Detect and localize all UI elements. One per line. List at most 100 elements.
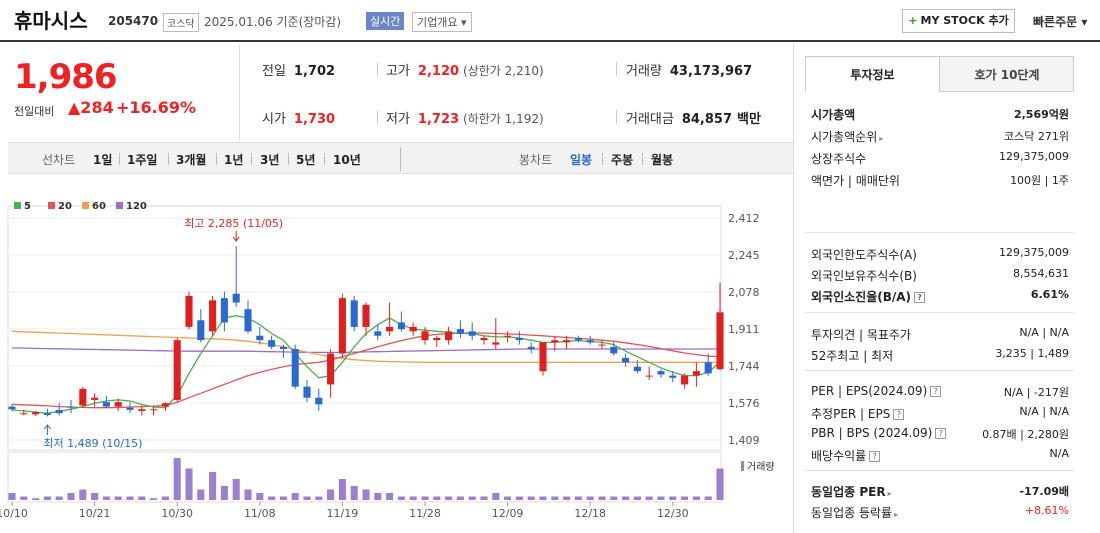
- volume-bar: [692, 496, 700, 500]
- separator: [288, 153, 289, 165]
- tab-weekly[interactable]: 주봉: [611, 153, 634, 167]
- separator: [377, 110, 378, 124]
- volume-bar: [315, 496, 323, 500]
- separator: [616, 110, 617, 124]
- info-value: 129,375,009: [999, 246, 1069, 259]
- candle-body: [268, 340, 276, 347]
- legend-swatch: [82, 202, 89, 209]
- info-list: 시가총액 2,569억원 시가총액순위 ▸ 코스닥 271위 상장주식수 129,375,0…: [805, 92, 1074, 532]
- mystock-add-button[interactable]: + MY STOCK 추가: [902, 9, 1015, 33]
- info-value: N/A | -217원: [1003, 386, 1069, 399]
- help-icon[interactable]: ?: [893, 409, 905, 420]
- stat-prev-value: 1,702: [293, 64, 336, 79]
- info-row: 시가총액순위 ▸ 코스닥 271위: [811, 128, 1069, 146]
- price-summary: 1,986 전일대비 ▲284 +16.69%: [8, 45, 240, 141]
- candle-body: [362, 304, 370, 327]
- volume-bar: [527, 496, 535, 500]
- line-chart-label: 선차트: [42, 153, 76, 167]
- volume-legend-swatch: [741, 461, 744, 471]
- tab-1w[interactable]: 1주일: [127, 153, 158, 167]
- volume-bar: [421, 496, 429, 500]
- chevron-right-icon: ▸: [887, 489, 892, 498]
- candle-body: [397, 322, 405, 330]
- info-row: 액면가 | 매매단위 100원 | 1주: [811, 172, 1069, 190]
- tab-1d[interactable]: 1일: [93, 153, 113, 167]
- volume-bar: [20, 496, 28, 500]
- stat-open-value: 1,730: [293, 112, 336, 127]
- info-row: 동일업종 등락률 ▸ +8.61%: [811, 504, 1069, 522]
- tab-3y[interactable]: 3년: [260, 153, 280, 167]
- volume-bar: [586, 496, 594, 500]
- tab-3m[interactable]: 3개월: [176, 153, 207, 167]
- info-key: 배당수익률?: [811, 447, 881, 464]
- tab-5y[interactable]: 5년: [296, 153, 316, 167]
- help-icon[interactable]: ?: [935, 428, 947, 439]
- info-key: PER | EPS(2024.09)?: [811, 384, 942, 398]
- separator: [400, 147, 401, 171]
- candle-body: [433, 337, 441, 341]
- candle-body: [386, 326, 394, 332]
- candle-body: [173, 340, 181, 400]
- stock-name: 휴마시스: [14, 9, 88, 33]
- volume-bar: [244, 489, 252, 500]
- volume-bar: [716, 468, 724, 500]
- info-value: 100원 | 1주: [1010, 174, 1069, 187]
- y-tick-label: 2,078: [728, 286, 760, 299]
- volume-bar: [79, 489, 87, 500]
- realtime-badge[interactable]: 실시간: [366, 12, 405, 30]
- volume-bar: [645, 496, 653, 500]
- info-row: 외국인보유주식수(B) 8,554,631: [811, 267, 1069, 285]
- info-key: PBR | BPS (2024.09)?: [811, 426, 947, 440]
- volume-bar: [43, 496, 51, 500]
- candle-body: [563, 340, 571, 343]
- candle-body: [492, 342, 500, 345]
- tab-10y[interactable]: 10년: [333, 153, 361, 167]
- candlestick-chart[interactable]: 2,412 2,245 2,078 1,911 1,744 1,576 1,409 5 20 60…: [0, 190, 793, 533]
- candle-body: [657, 371, 665, 375]
- info-row: 배당수익률? N/A: [811, 447, 1069, 465]
- candle-body: [456, 329, 464, 334]
- candle-body: [91, 397, 99, 400]
- info-key: 추정PER | EPS?: [811, 405, 905, 422]
- legend-swatch: [14, 202, 21, 209]
- help-icon[interactable]: ?: [914, 292, 926, 303]
- stat-high: 고가 2,120 (상한가 2,210): [386, 60, 544, 79]
- tab-monthly[interactable]: 월봉: [651, 153, 674, 167]
- volume-bar: [574, 496, 582, 500]
- help-icon[interactable]: ?: [869, 451, 881, 462]
- candle-body: [114, 402, 122, 407]
- info-key[interactable]: 시가총액순위 ▸: [811, 130, 884, 144]
- candle-body: [232, 293, 240, 303]
- candle-body: [327, 353, 335, 385]
- volume-bar: [409, 496, 417, 500]
- stat-prev-label: 전일: [262, 64, 286, 79]
- volume-bar: [8, 493, 16, 500]
- tab-daily[interactable]: 일봉: [570, 153, 593, 167]
- separator: [616, 62, 617, 76]
- info-key[interactable]: 동일업종 PER ▸: [811, 485, 892, 499]
- volume-bar: [492, 493, 500, 500]
- info-row: PER | EPS(2024.09)? N/A | -217원: [811, 384, 1069, 402]
- volume-bar: [397, 496, 405, 500]
- info-key[interactable]: 동일업종 등락률 ▸: [811, 506, 899, 520]
- info-key: 52주최고 | 최저: [811, 349, 894, 363]
- info-value: 129,375,009: [999, 150, 1069, 163]
- volume-bar: [114, 496, 122, 500]
- mystock-add-label: MY STOCK 추가: [920, 14, 1009, 27]
- candle-body: [504, 335, 512, 337]
- tab-order-book[interactable]: 호가 10단계: [974, 68, 1040, 82]
- volume-bar: [173, 458, 181, 500]
- company-overview-dropdown[interactable]: 기업개요 ▾: [412, 12, 472, 32]
- info-row: 시가총액 2,569억원: [811, 106, 1069, 124]
- volume-bar: [504, 496, 512, 500]
- quick-order-button[interactable]: 빠른주문 ▾: [1033, 15, 1088, 29]
- tab-1y[interactable]: 1년: [224, 153, 244, 167]
- stat-high-label: 고가: [386, 64, 410, 79]
- volume-bar: [669, 496, 677, 500]
- tab-investment-info[interactable]: 투자정보: [806, 57, 940, 93]
- candle-body: [350, 300, 358, 327]
- help-icon[interactable]: ?: [930, 386, 942, 397]
- candle-body: [291, 349, 299, 387]
- volume-bar: [291, 493, 299, 500]
- candle-body: [468, 331, 476, 336]
